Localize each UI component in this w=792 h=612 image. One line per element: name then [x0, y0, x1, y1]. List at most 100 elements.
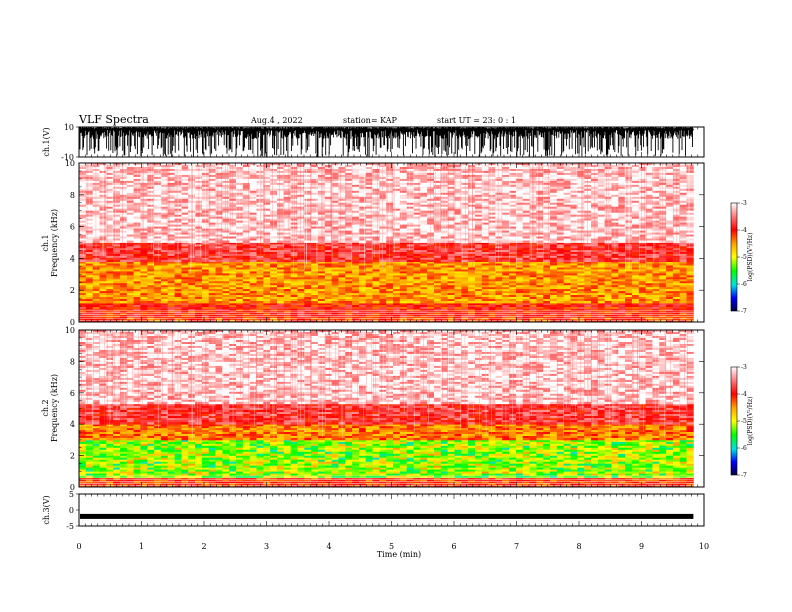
spectrogram-cell	[222, 250, 230, 253]
spectrogram-cell	[188, 267, 196, 270]
spectrogram-cell	[645, 283, 653, 286]
spectrogram-cell	[618, 257, 626, 261]
spectrogram-cell	[515, 293, 524, 296]
spectrogram-cell	[188, 305, 196, 308]
spectrogram-cell	[222, 170, 230, 174]
spectrogram-cell	[92, 267, 100, 270]
spectrogram-cell	[399, 248, 407, 251]
spectrogram-cell	[331, 184, 339, 188]
spectrogram-cell	[625, 302, 633, 306]
spectrogram-cell	[420, 319, 428, 323]
spectrogram-cell	[113, 277, 121, 280]
spectrogram-cell	[297, 281, 305, 284]
spectrogram-cell	[242, 269, 250, 272]
spectrogram-cell	[345, 307, 353, 310]
spectrogram-cell	[413, 261, 421, 264]
spectrogram-cell	[604, 186, 612, 190]
spectrogram-cell	[352, 307, 360, 310]
spectrogram-cell	[181, 169, 189, 172]
spectrogram-cell	[393, 279, 401, 282]
spectrogram-cell	[611, 271, 619, 274]
spectrogram-cell	[447, 186, 455, 190]
spectrogram-cell	[304, 246, 312, 249]
spectrogram-cell	[201, 261, 210, 264]
spectrogram-cell	[106, 188, 114, 192]
spectrogram-cell	[495, 170, 503, 174]
spectrogram-cell	[440, 275, 448, 278]
spectrogram-cell	[236, 261, 244, 264]
spectrogram-cell	[304, 253, 312, 257]
spectrogram-cell	[611, 299, 619, 302]
spectrogram-cell	[666, 285, 674, 288]
spectrogram-cell	[140, 170, 148, 174]
spectrogram-cell	[358, 319, 367, 323]
spectrogram-cell	[413, 252, 421, 255]
spectrogram-cell	[556, 302, 564, 306]
spectrogram-cell	[92, 293, 100, 296]
spectrogram-cell	[481, 167, 489, 170]
spectrogram-cell	[659, 299, 667, 302]
spectrogram-cell	[461, 255, 469, 259]
spectrogram-cell	[222, 182, 230, 186]
spectrogram-cell	[522, 301, 530, 304]
spectrogram-cell	[454, 313, 462, 316]
spectrogram-cell	[515, 242, 524, 245]
spectrogram-cell	[550, 309, 558, 312]
spectrogram-cell	[638, 302, 646, 306]
spectrogram-cell	[659, 283, 667, 286]
spectrogram-cell	[242, 299, 250, 302]
spectrogram-cell	[679, 311, 687, 314]
spectrogram-cell	[679, 169, 687, 172]
spectrogram-cell	[113, 269, 121, 272]
spectrogram-cell	[283, 184, 291, 188]
spectrogram-cell	[509, 273, 517, 276]
spectrogram-cell	[631, 287, 640, 290]
spectrogram-cell	[338, 297, 346, 300]
spectrogram-cell	[345, 281, 353, 284]
spectrogram-cell	[638, 297, 646, 300]
spectrogram-cell	[147, 285, 155, 288]
spectrogram-cell	[522, 275, 530, 278]
spectrogram-cell	[550, 267, 558, 270]
spectrogram-cell	[311, 252, 319, 255]
spectrogram-cell	[249, 299, 257, 302]
spectrogram-cell	[474, 302, 483, 306]
spectrogram-cell	[591, 263, 599, 266]
spectrogram-cell	[277, 289, 285, 292]
spectrogram-cell	[515, 176, 524, 180]
spectrogram-cell	[106, 277, 114, 280]
spectrogram-cell	[686, 281, 694, 284]
spectrogram-cell	[611, 283, 619, 286]
spectrogram-cell	[420, 313, 428, 316]
spectrogram-cell	[652, 255, 660, 259]
spectrogram-cell	[290, 283, 298, 286]
spectrogram-cell	[126, 190, 134, 194]
spectrogram-cell	[556, 275, 564, 278]
spectrogram-cell	[604, 259, 612, 262]
spectrogram-cell	[256, 289, 264, 292]
spectrogram-cell	[133, 186, 141, 190]
spectrogram-cell	[399, 295, 407, 298]
spectrogram-cell	[468, 287, 476, 290]
spectrogram-cell	[556, 299, 564, 302]
spectrogram-cell	[147, 163, 155, 166]
spectrogram-cell	[591, 165, 599, 168]
spectrogram-cell	[331, 186, 339, 190]
spectrogram-cell	[413, 267, 421, 270]
spectrogram-cell	[413, 167, 421, 170]
spectrogram-cell	[236, 285, 244, 288]
spectrogram-cell	[195, 257, 203, 261]
spectrogram-cell	[659, 269, 667, 272]
spectrogram-cell	[283, 170, 291, 174]
spectrogram-cell	[331, 291, 339, 294]
spectrogram-cell	[550, 248, 558, 251]
spectrogram-cell	[618, 248, 626, 251]
spectrogram-cell	[113, 313, 121, 316]
spectrogram-cell	[331, 190, 339, 194]
spectrogram-cell	[140, 289, 148, 292]
spectrogram-cell	[597, 302, 605, 306]
spectrogram-cell	[543, 307, 551, 310]
spectrogram-cell	[597, 263, 605, 266]
spectrogram-cell	[99, 180, 107, 184]
spectrogram-cell	[393, 186, 401, 190]
